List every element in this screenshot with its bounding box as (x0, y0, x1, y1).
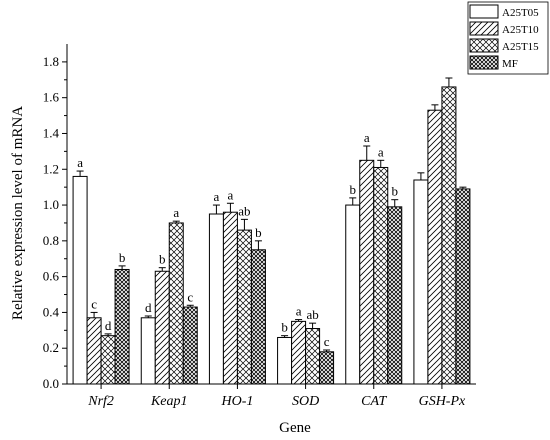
error-bar (226, 202, 234, 213)
legend-swatch (469, 4, 499, 19)
error-bar (186, 304, 194, 308)
significance-letter: ab (238, 203, 250, 218)
y-tick-label: 0.2 (43, 340, 59, 355)
significance-letter: c (91, 296, 97, 311)
significance-letter: a (378, 144, 384, 159)
significance-letter: b (392, 184, 399, 199)
error-bar (391, 199, 399, 207)
x-axis: Nrf2 Keap1 HO-1 SOD CAT GSH-Px (67, 383, 476, 409)
bar (359, 159, 375, 385)
significance-letter: c (324, 334, 330, 349)
y-tick-label: 1.8 (43, 54, 59, 69)
bar (427, 109, 443, 385)
x-tick-label: GSH-Px (419, 394, 466, 409)
x-tick-label: Nrf2 (87, 394, 114, 409)
y-tick-label: 1.6 (43, 90, 60, 105)
error-bar (118, 265, 126, 270)
error-bar (76, 170, 84, 177)
significance-letter: d (105, 318, 112, 333)
y-tick-label: 1.0 (43, 197, 59, 212)
significance-letter: a (173, 205, 179, 220)
error-bar (323, 349, 331, 352)
bar (291, 320, 307, 385)
x-tick-label: CAT (361, 394, 387, 409)
bar (277, 336, 293, 385)
error-bar (431, 104, 439, 111)
error-bar (309, 322, 317, 329)
significance-letter: a (228, 187, 234, 202)
x-tick-label: Keap1 (150, 394, 188, 409)
legend-label: MF (502, 58, 518, 70)
error-bar (445, 77, 453, 87)
significance-letter: b (255, 225, 262, 240)
error-bar (349, 197, 357, 206)
x-tick-label: SOD (292, 394, 319, 409)
error-bar (417, 172, 425, 180)
legend-swatch (469, 38, 499, 53)
legend-label: A25T15 (502, 41, 539, 53)
legend: A25T05 A25T10 A25T15 MF (467, 1, 549, 75)
legend-label: A25T05 (502, 7, 539, 19)
x-tick-label: HO-1 (220, 394, 253, 409)
bar (86, 317, 102, 385)
bar (114, 268, 130, 385)
bar (154, 270, 170, 385)
y-tick-label: 0.6 (43, 269, 60, 284)
bar (140, 317, 156, 385)
error-bar (281, 335, 289, 338)
y-tick-label: 0.8 (43, 233, 59, 248)
y-tick-label: 1.4 (43, 125, 60, 140)
error-bar (212, 204, 220, 214)
y-axis-title: Relative expression level of mRNA (10, 106, 26, 320)
bar (222, 211, 238, 385)
bar (413, 179, 429, 385)
bar (100, 335, 116, 385)
bar (182, 306, 198, 385)
significance-letter: b (281, 320, 288, 335)
y-tick-label: 1.2 (43, 161, 59, 176)
bar (72, 175, 88, 385)
significance-letter: b (159, 252, 166, 267)
y-tick-label: 0.4 (43, 304, 60, 319)
bar (208, 213, 224, 385)
bar (168, 222, 184, 385)
significance-letter: a (214, 189, 220, 204)
legend-swatch (469, 55, 499, 70)
bar (250, 249, 266, 385)
bar (387, 206, 403, 385)
error-bar (377, 159, 385, 168)
error-bar (144, 315, 152, 318)
bar (345, 204, 361, 385)
bar (373, 166, 389, 385)
significance-letter: a (77, 155, 83, 170)
legend-label: A25T10 (502, 24, 539, 36)
bar (441, 86, 457, 385)
significance-letter: b (119, 250, 126, 265)
legend-swatch (469, 21, 499, 36)
error-bar (90, 311, 98, 318)
error-bar (254, 240, 262, 250)
bar (236, 229, 252, 385)
bar (455, 188, 471, 385)
error-bar (158, 267, 166, 272)
significance-letter: b (350, 182, 357, 197)
significance-letter: d (145, 300, 152, 315)
bar (305, 328, 321, 385)
error-bar (363, 145, 371, 161)
y-tick-label: 0.0 (43, 376, 59, 391)
significance-letter: a (296, 304, 302, 319)
bar (319, 351, 335, 385)
error-bar (295, 319, 303, 322)
error-bar (104, 333, 112, 336)
significance-letter: c (187, 289, 193, 304)
error-bar (172, 220, 180, 223)
error-bar (459, 186, 467, 189)
y-axis: 0.0 0.2 0.4 0.6 0.8 1.0 1.2 1.4 1.6 1.8 (43, 44, 68, 391)
significance-letter: ab (306, 307, 318, 322)
x-axis-title: Gene (279, 420, 311, 436)
error-bar (240, 218, 248, 231)
significance-letter: a (364, 130, 370, 145)
